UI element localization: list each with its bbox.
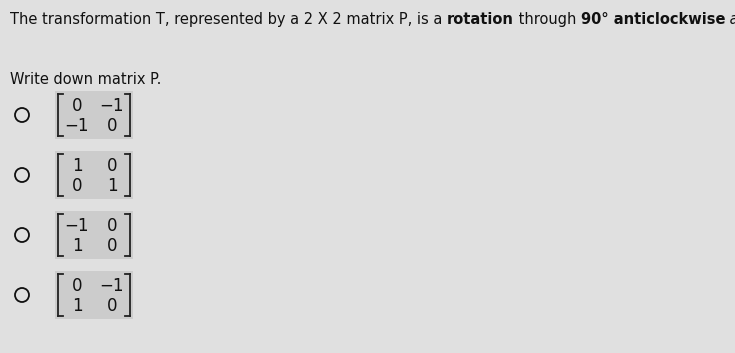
Text: 0: 0 [107,297,118,315]
Text: 90° anticlockwise: 90° anticlockwise [581,12,725,27]
Text: −1: −1 [100,277,124,295]
Text: through: through [514,12,581,27]
FancyBboxPatch shape [55,91,133,139]
Text: 0: 0 [72,177,82,195]
Text: The transformation T, represented by a 2 X 2 matrix P, is a: The transformation T, represented by a 2… [10,12,447,27]
Text: 0: 0 [107,237,118,255]
FancyBboxPatch shape [55,271,133,319]
Text: 1: 1 [72,237,82,255]
Text: −1: −1 [100,97,124,115]
Text: 1: 1 [72,157,82,175]
Text: 0: 0 [107,157,118,175]
Text: −1: −1 [65,117,89,135]
FancyBboxPatch shape [55,151,133,199]
Text: −1: −1 [65,217,89,235]
Text: 0: 0 [72,97,82,115]
Text: rotation: rotation [447,12,514,27]
Text: 0: 0 [107,117,118,135]
Text: 1: 1 [72,297,82,315]
Text: 0: 0 [107,217,118,235]
FancyBboxPatch shape [55,211,133,259]
Text: 1: 1 [107,177,118,195]
Text: Write down matrix P.: Write down matrix P. [10,72,162,87]
Text: about the origin.: about the origin. [725,12,735,27]
Text: 0: 0 [72,277,82,295]
